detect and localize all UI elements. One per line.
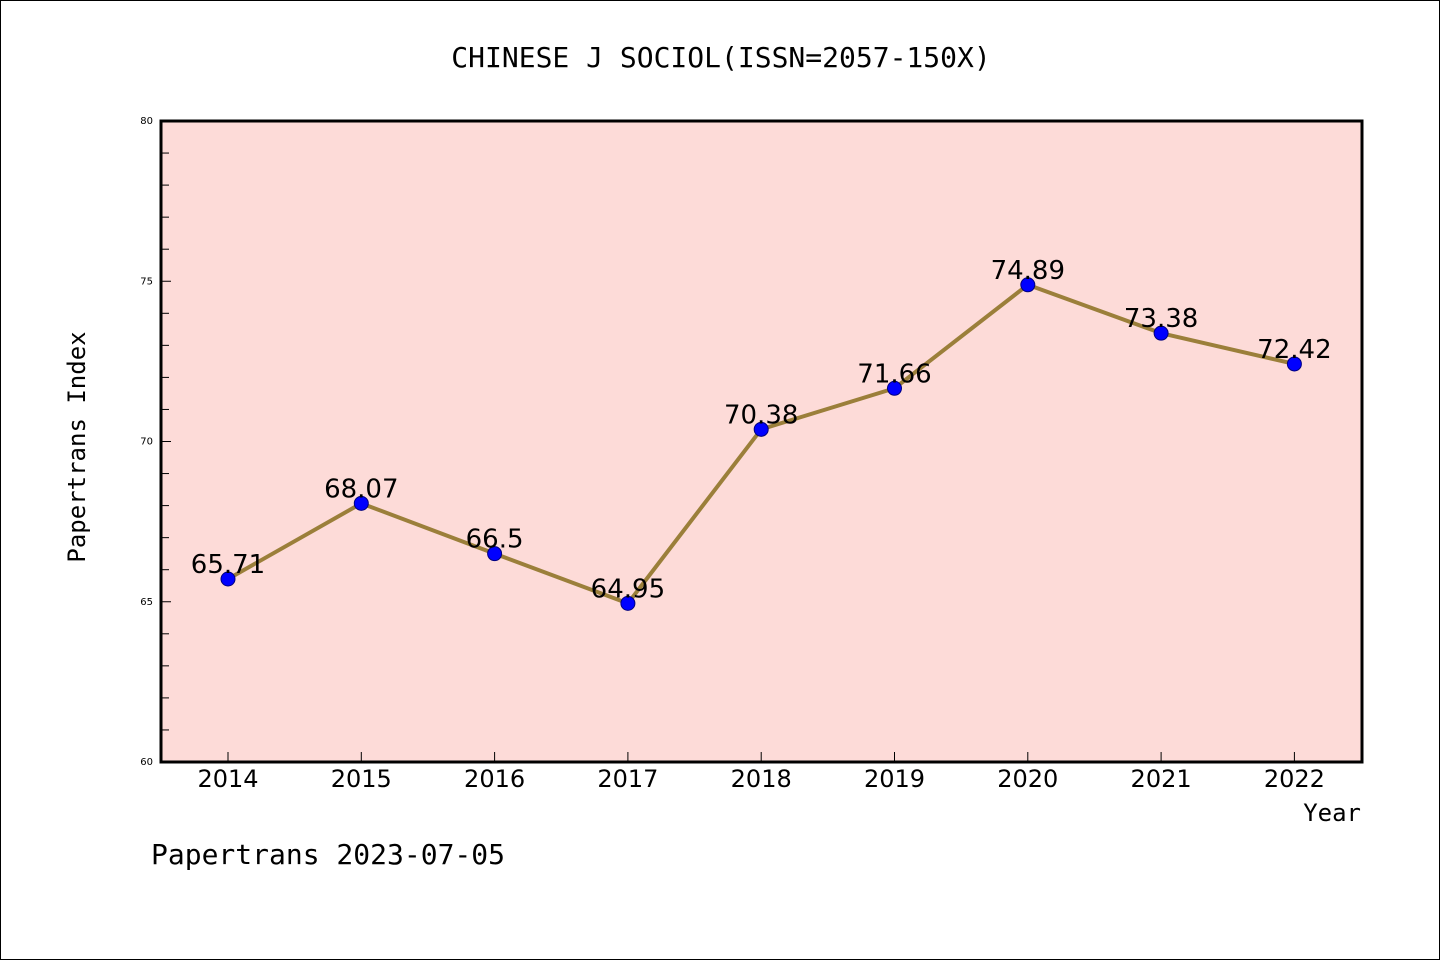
data-point-marker: [220, 571, 236, 587]
footer-watermark-date: Papertrans 2023-07-05: [151, 838, 505, 871]
y-tick-label: 60: [140, 757, 153, 768]
y-tick-label: 75: [140, 276, 153, 287]
data-point-marker: [1153, 325, 1169, 341]
data-label: 68.07: [324, 474, 398, 504]
data-point-marker: [1286, 356, 1302, 372]
x-tick-label: 2016: [464, 765, 525, 793]
x-tick-label: 2018: [731, 765, 792, 793]
data-label: 74.89: [991, 256, 1065, 286]
chart-title: CHINESE J SOCIOL(ISSN=2057-150X): [451, 41, 990, 74]
data-label: 71.66: [857, 359, 931, 389]
data-point-marker: [487, 546, 503, 562]
x-tick-label: 2021: [1131, 765, 1192, 793]
data-point-marker: [353, 495, 369, 511]
plot-area: [159, 119, 1364, 764]
y-axis: 60 65 70 75 80: [140, 116, 171, 768]
x-axis: 2014 2015 2016 2017 2018 2019 2020 2021 2022: [197, 752, 1325, 793]
y-tick-label: 65: [140, 597, 153, 608]
y-axis-label: Papertrans Index: [63, 331, 91, 562]
x-tick-label: 2015: [331, 765, 392, 793]
data-label: 72.42: [1257, 335, 1331, 365]
data-label: 64.95: [591, 574, 665, 604]
x-tick-label: 2014: [197, 765, 258, 793]
x-tick-label: 2017: [597, 765, 658, 793]
data-label: 66.5: [466, 525, 524, 555]
data-labels: 65.71 68.07 66.5 64.95 70.38 71.66 74.89 73.38 7…: [191, 256, 1332, 605]
x-tick-label: 2022: [1264, 765, 1325, 793]
series-line-group: [220, 277, 1302, 611]
x-axis-label: Year: [1303, 799, 1361, 827]
data-point-marker: [887, 380, 902, 396]
data-label: 73.38: [1124, 304, 1198, 334]
x-tick-label: 2020: [997, 765, 1058, 793]
data-point-marker: [1020, 277, 1036, 293]
y-tick-label: 80: [140, 116, 153, 127]
data-label: 70.38: [724, 400, 798, 430]
y-tick-label: 70: [140, 437, 153, 448]
x-tick-label: 2019: [864, 765, 925, 793]
data-point-marker: [620, 595, 636, 611]
data-point-marker: [753, 421, 769, 437]
data-label: 65.71: [191, 550, 265, 580]
